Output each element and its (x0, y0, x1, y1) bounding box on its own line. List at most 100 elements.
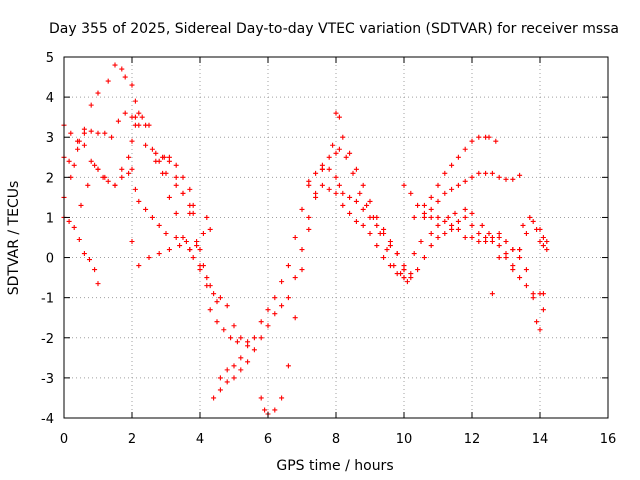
data-point (530, 295, 536, 301)
data-point (272, 295, 278, 301)
data-point (360, 222, 366, 228)
data-point (540, 307, 546, 313)
data-point (214, 319, 220, 325)
data-point (336, 182, 342, 188)
data-point (496, 255, 502, 261)
data-point (166, 154, 172, 160)
data-point (190, 255, 196, 261)
data-series-2 (61, 110, 220, 305)
data-point (449, 162, 455, 168)
data-point (442, 218, 448, 224)
data-point (299, 267, 305, 273)
data-point (211, 291, 217, 297)
data-point (258, 319, 264, 325)
data-point (129, 239, 135, 245)
data-point (265, 323, 271, 329)
data-point (442, 190, 448, 196)
data-point (462, 206, 468, 212)
y-tick-label: 4 (46, 91, 54, 106)
data-point (381, 255, 387, 261)
data-point (469, 222, 475, 228)
data-series-5 (78, 162, 213, 253)
data-series-7 (211, 182, 410, 401)
data-point (95, 281, 101, 287)
data-point (411, 214, 417, 220)
data-point (486, 134, 492, 140)
data-point (68, 130, 74, 136)
data-point (200, 230, 206, 236)
x-tick-label: 10 (396, 432, 413, 447)
data-point (132, 98, 138, 104)
data-point (360, 206, 366, 212)
data-point (132, 114, 138, 120)
data-point (149, 146, 155, 152)
data-point (272, 311, 278, 317)
data-point (265, 307, 271, 313)
data-point (353, 218, 359, 224)
data-point (190, 202, 196, 208)
data-point (224, 367, 230, 373)
data-point (523, 230, 529, 236)
data-point (292, 235, 298, 240)
data-point (119, 66, 125, 72)
data-point (381, 226, 387, 232)
data-point (435, 198, 441, 204)
data-point (285, 295, 291, 301)
data-point (449, 222, 455, 228)
data-point (313, 190, 319, 196)
data-point (435, 235, 441, 240)
data-point (353, 166, 359, 172)
data-point (126, 154, 132, 160)
data-point (76, 237, 82, 243)
data-point (66, 218, 72, 224)
data-point (156, 222, 162, 228)
data-point (445, 214, 451, 220)
data-point (483, 239, 489, 245)
data-point (343, 154, 349, 160)
data-point (534, 319, 540, 325)
data-point (173, 162, 179, 168)
data-point (306, 214, 312, 220)
data-point (81, 251, 87, 257)
data-point (476, 239, 482, 245)
data-point (88, 102, 94, 108)
chart-title: Day 355 of 2025, Sidereal Day-to-day VTE… (49, 21, 619, 37)
data-point (129, 82, 135, 88)
data-point (340, 202, 346, 208)
data-point (421, 202, 427, 208)
data-point (387, 239, 393, 245)
data-point (357, 190, 363, 196)
data-point (435, 222, 441, 228)
data-point (404, 279, 410, 285)
data-point (479, 222, 485, 228)
data-point (517, 275, 523, 281)
data-point (173, 174, 179, 180)
data-point (540, 291, 546, 297)
data-point (122, 110, 128, 116)
data-point (88, 158, 94, 164)
data-point (384, 247, 390, 253)
data-point (92, 267, 98, 273)
data-point (415, 267, 421, 273)
data-point (190, 210, 196, 216)
data-point (360, 182, 366, 188)
x-tick-label: 12 (464, 432, 481, 447)
data-point (340, 190, 346, 196)
data-point (503, 239, 509, 245)
data-point (204, 283, 210, 289)
data-point (160, 170, 166, 176)
data-point (469, 174, 475, 180)
data-point (231, 323, 237, 329)
data-point (166, 247, 172, 253)
data-point (279, 395, 285, 401)
data-point (75, 146, 81, 152)
data-point (173, 210, 179, 216)
data-point (136, 110, 142, 116)
data-point (129, 138, 135, 144)
data-point (109, 134, 115, 140)
data-point (455, 182, 461, 188)
data-point (71, 224, 77, 230)
data-point (421, 214, 427, 220)
data-point (115, 118, 121, 124)
data-point (340, 134, 346, 140)
